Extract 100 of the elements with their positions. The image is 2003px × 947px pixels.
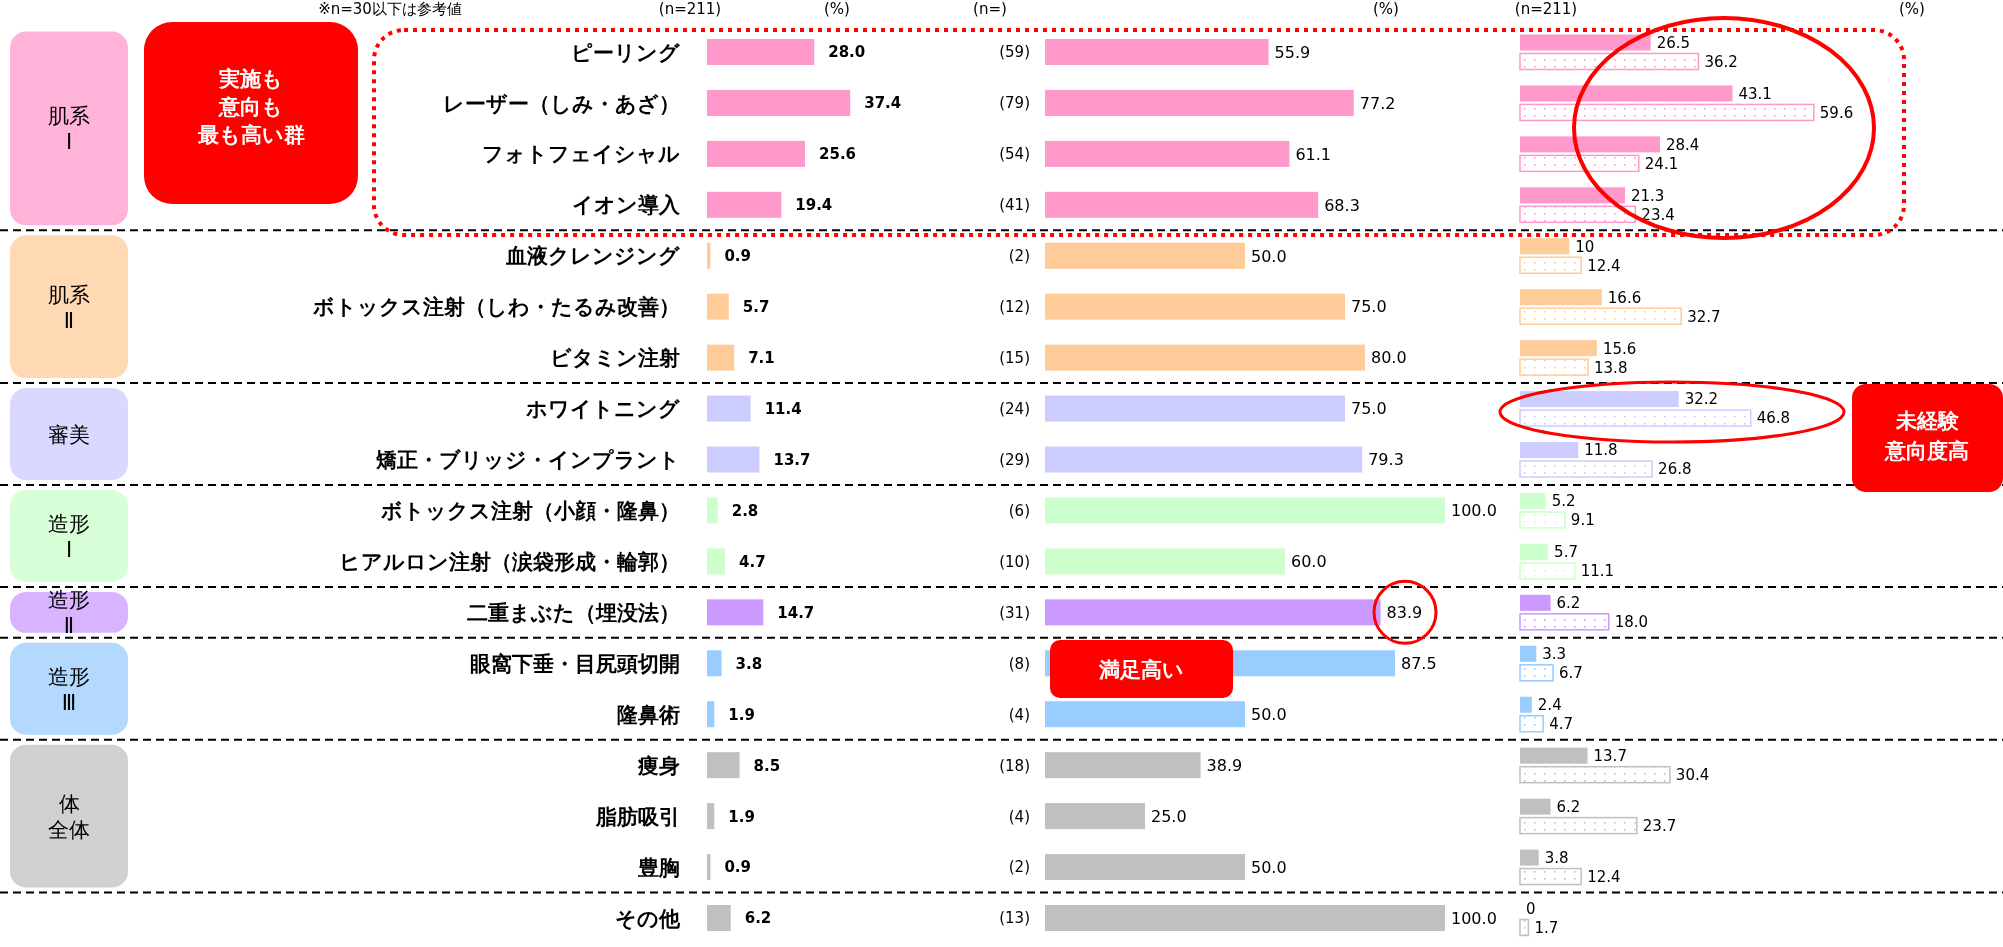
bar [1519, 918, 1530, 937]
data-label: 26.5 [1656, 33, 1691, 52]
bar [1045, 701, 1245, 728]
data-label: 23.4 [1641, 205, 1675, 224]
bar [1045, 39, 1269, 65]
data-label: 1.7 [1534, 918, 1559, 937]
y-tick-label: (2) [1008, 247, 1030, 266]
data-label: 32.2 [1684, 390, 1719, 409]
y-tick-label: (6) [1008, 501, 1030, 520]
text: 造形 [48, 664, 90, 689]
data-label: 15.6 [1602, 339, 1637, 358]
text: 実施も [218, 67, 283, 91]
bar [1520, 696, 1532, 713]
text: Ⅰ [65, 130, 73, 155]
y-tick-label: (4) [1008, 807, 1030, 826]
y-tick-label: (18) [999, 756, 1030, 775]
data-label: 38.9 [1206, 755, 1243, 775]
bar [1045, 803, 1145, 830]
data-label: 2.8 [731, 501, 759, 520]
data-label: 87.5 [1401, 654, 1437, 674]
y-tick-label: 痩身 [637, 753, 680, 778]
data-label: 0 [1526, 899, 1536, 918]
data-label: 2.4 [1537, 696, 1562, 715]
data-label: 3.8 [1544, 848, 1569, 867]
bar [1519, 765, 1671, 784]
data-label: 6.7 [1559, 664, 1583, 683]
bar [1520, 289, 1602, 306]
bar [707, 905, 731, 931]
bar [1520, 543, 1549, 560]
y-tick-label: 脂肪吸引 [595, 804, 680, 829]
chart-subtitle: (n=) [973, 0, 1007, 18]
bar [707, 599, 764, 626]
text: 全体 [48, 818, 90, 843]
data-label: 14.7 [777, 603, 815, 622]
text: 体 [58, 792, 80, 817]
bar [1519, 664, 1554, 682]
bar [707, 191, 782, 218]
bar [1520, 492, 1546, 509]
data-label: 55.9 [1274, 42, 1311, 62]
text: 造形 [48, 511, 90, 536]
text: 造形 [48, 588, 90, 613]
bar [707, 293, 729, 320]
data-label: 9.1 [1570, 511, 1595, 530]
data-label: 28.0 [828, 43, 866, 62]
bar [1520, 34, 1651, 51]
y-tick-label: 隆鼻術 [617, 702, 680, 727]
annotation: 満足高い [1097, 658, 1184, 682]
y-tick-label: (13) [999, 909, 1030, 928]
y-tick-label: (59) [999, 43, 1030, 62]
y-tick-label: 二重まぶた（埋没法） [467, 600, 680, 625]
data-label: 19.4 [795, 196, 833, 215]
bar [707, 752, 740, 779]
y-tick-label: イオン導入 [572, 193, 681, 218]
y-tick-label: ボトックス注射（小顔・隆鼻） [380, 499, 680, 524]
data-label: 1.9 [728, 705, 755, 724]
data-label: 5.2 [1551, 492, 1576, 511]
text: 肌系 [48, 282, 90, 307]
data-label: 50.0 [1251, 857, 1287, 877]
data-label: 32.7 [1687, 307, 1721, 326]
y-tick-label: (24) [999, 399, 1030, 418]
bar [707, 140, 806, 167]
data-label: 13.8 [1594, 358, 1628, 377]
x-axis-title: (%) [1373, 0, 1399, 18]
text: Ⅱ [63, 614, 75, 639]
y-tick-label: (12) [999, 298, 1030, 317]
bar [1520, 136, 1661, 153]
data-label: 0.9 [724, 858, 752, 877]
bar [1045, 548, 1285, 575]
data-label: 13.7 [773, 450, 811, 469]
text: 意向度高 [1884, 439, 1969, 463]
chart-subtitle: (n=211) [1514, 0, 1578, 18]
y-tick-label: (41) [999, 196, 1030, 215]
bar [1520, 849, 1539, 866]
data-label: 5.7 [742, 298, 770, 317]
bar [1519, 256, 1582, 275]
text: 最も高い群 [196, 123, 305, 147]
data-label: 25.0 [1151, 806, 1187, 826]
bar [1520, 340, 1597, 357]
y-tick-label: (8) [1008, 654, 1030, 673]
bar [1519, 562, 1576, 580]
data-label: 11.1 [1580, 562, 1615, 581]
y-tick-label: (15) [999, 349, 1030, 368]
bar [1045, 395, 1345, 422]
bar [1045, 89, 1354, 116]
data-label: 0.9 [724, 247, 752, 266]
bar [1519, 307, 1682, 325]
bar [1520, 747, 1588, 764]
bar [707, 89, 851, 116]
data-label: 11.4 [764, 399, 802, 418]
bar [1045, 854, 1245, 881]
y-tick-label: (2) [1008, 858, 1030, 877]
data-label: 100.0 [1451, 908, 1497, 928]
data-label: 18.0 [1614, 613, 1649, 632]
bar [707, 39, 815, 65]
bar [1045, 293, 1345, 320]
data-label: 23.7 [1642, 817, 1677, 836]
bar [1520, 798, 1551, 815]
data-label: 100.0 [1451, 501, 1497, 521]
data-label: 36.2 [1704, 52, 1738, 71]
y-tick-label: (29) [999, 450, 1030, 469]
